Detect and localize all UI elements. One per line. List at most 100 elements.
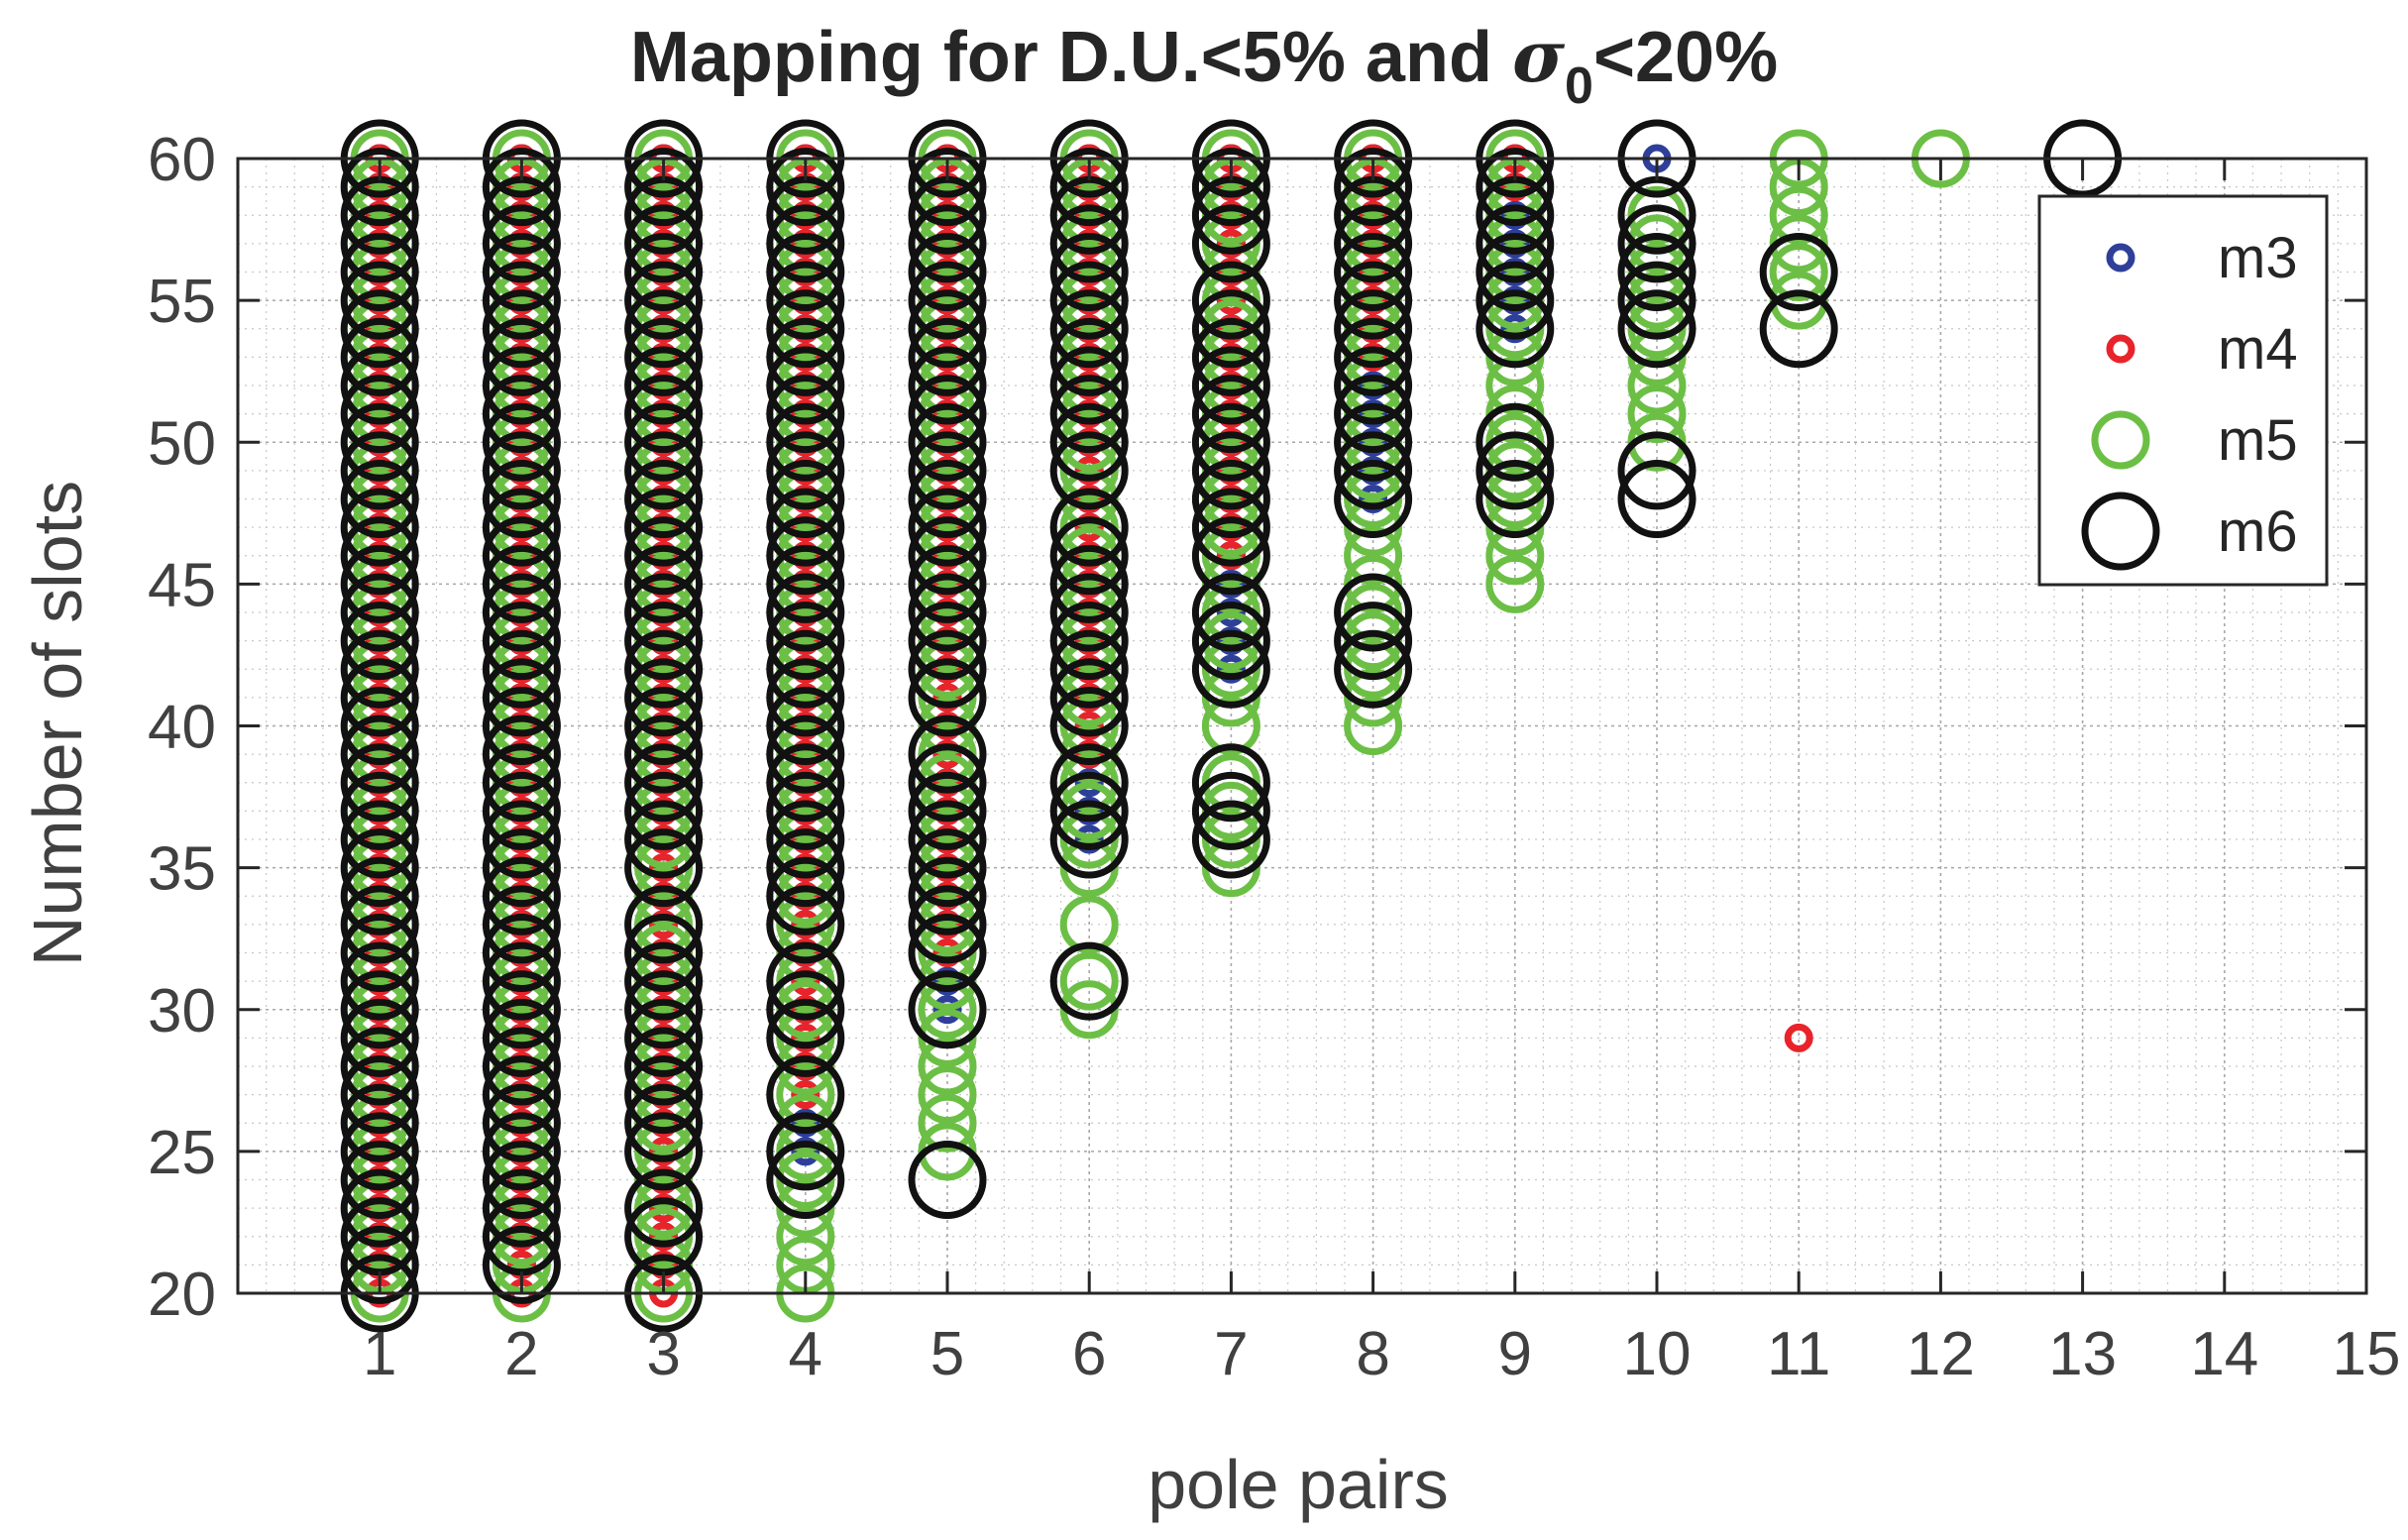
x-tick-label: 8 bbox=[1356, 1320, 1389, 1388]
data-point-m6 bbox=[766, 856, 845, 935]
data-point-m4 bbox=[791, 1051, 821, 1081]
data-point-m6 bbox=[482, 544, 561, 623]
data-point-m6 bbox=[340, 375, 419, 454]
data-point-m4 bbox=[365, 1051, 394, 1081]
data-point-m4 bbox=[649, 569, 679, 599]
y-axis-title: Number of slots bbox=[19, 481, 96, 966]
data-point-m6 bbox=[624, 573, 704, 652]
data-point-m6 bbox=[1049, 317, 1129, 396]
data-point-m6 bbox=[1617, 460, 1697, 538]
data-point-m6 bbox=[908, 488, 987, 567]
data-point-m4 bbox=[932, 258, 962, 286]
data-point-m4 bbox=[932, 938, 962, 967]
data-point-m4 bbox=[506, 285, 536, 315]
data-point-m4 bbox=[365, 1193, 394, 1223]
data-point-m4 bbox=[506, 456, 536, 486]
data-point-m6 bbox=[1191, 317, 1270, 396]
data-point-m6 bbox=[482, 885, 561, 964]
data-point-m6 bbox=[1191, 771, 1270, 850]
data-point-m6 bbox=[624, 346, 704, 425]
data-point-m4 bbox=[649, 1137, 679, 1166]
legend-item-m4: m4 bbox=[2106, 317, 2298, 382]
data-point-m4 bbox=[649, 768, 679, 798]
data-point-m4 bbox=[649, 938, 679, 967]
data-point-m6 bbox=[908, 885, 987, 964]
data-point-m6 bbox=[624, 629, 704, 709]
chart-title-symbol: σ bbox=[1512, 14, 1566, 98]
data-point-m4 bbox=[1074, 541, 1104, 571]
data-point-m4 bbox=[791, 314, 821, 344]
data-point-m6 bbox=[908, 233, 987, 311]
data-point-m4 bbox=[649, 541, 679, 571]
data-point-m6 bbox=[624, 261, 704, 340]
data-point-m6 bbox=[624, 687, 704, 765]
data-point-m3 bbox=[1074, 825, 1104, 854]
data-point-m4 bbox=[932, 342, 962, 372]
data-point-m6 bbox=[908, 856, 987, 935]
data-point-m6 bbox=[1049, 346, 1129, 425]
data-point-m6 bbox=[1049, 573, 1129, 652]
data-point-m6 bbox=[624, 204, 704, 283]
data-point-m4 bbox=[506, 1137, 536, 1166]
data-point-m3 bbox=[1500, 314, 1530, 344]
data-point-m4 bbox=[791, 768, 821, 798]
data-point-m6 bbox=[766, 544, 845, 623]
data-point-m4 bbox=[932, 314, 962, 344]
data-point-m6 bbox=[766, 658, 845, 737]
data-point-m6 bbox=[766, 970, 845, 1049]
data-point-m3 bbox=[791, 1137, 821, 1166]
data-point-m6 bbox=[766, 573, 845, 652]
data-point-m6 bbox=[482, 629, 561, 709]
data-point-m4 bbox=[365, 1165, 394, 1194]
data-point-m4 bbox=[649, 881, 679, 911]
data-point-m5 bbox=[776, 1207, 835, 1266]
data-point-m3 bbox=[1500, 229, 1530, 259]
data-point-m6 bbox=[908, 289, 987, 369]
data-point-m4 bbox=[649, 598, 679, 627]
chart-title-prefix: Mapping for D.U.<5% and bbox=[630, 18, 1512, 97]
data-point-m6 bbox=[340, 346, 419, 425]
data-point-m4 bbox=[932, 683, 962, 713]
data-point-m6 bbox=[908, 1141, 987, 1219]
data-point-m5 bbox=[1059, 895, 1119, 954]
data-point-m6 bbox=[1191, 261, 1270, 340]
legend: m3 m4 m5 m6 bbox=[2037, 194, 2329, 587]
data-point-m6 bbox=[1049, 233, 1129, 311]
data-point-m6 bbox=[624, 402, 704, 482]
data-point-m6 bbox=[1191, 743, 1270, 823]
data-point-m4 bbox=[1216, 229, 1246, 259]
data-point-m4 bbox=[506, 825, 536, 854]
data-point-m4 bbox=[1216, 314, 1246, 344]
data-point-m4 bbox=[365, 626, 394, 656]
data-point-m6 bbox=[1334, 402, 1413, 482]
data-point-m6 bbox=[1759, 233, 1838, 311]
data-point-m4 bbox=[649, 654, 679, 684]
data-point-m5 bbox=[1485, 526, 1545, 586]
data-point-m6 bbox=[1191, 460, 1270, 538]
data-point-m6 bbox=[766, 828, 845, 908]
data-point-m6 bbox=[340, 402, 419, 482]
data-point-m6 bbox=[908, 375, 987, 454]
data-point-m6 bbox=[624, 970, 704, 1049]
data-point-m6 bbox=[766, 261, 845, 340]
data-point-m6 bbox=[1049, 941, 1129, 1021]
data-point-m4 bbox=[649, 485, 679, 513]
data-point-m4 bbox=[791, 427, 821, 457]
data-point-m6 bbox=[908, 346, 987, 425]
data-point-m3 bbox=[1074, 768, 1104, 798]
data-point-m4 bbox=[365, 399, 394, 429]
data-point-m4 bbox=[506, 796, 536, 825]
data-point-m4 bbox=[932, 598, 962, 627]
data-point-m4 bbox=[365, 427, 394, 457]
data-point-m4 bbox=[506, 1080, 536, 1110]
series-m6 bbox=[340, 119, 2123, 1333]
data-point-m6 bbox=[482, 1055, 561, 1135]
data-point-m6 bbox=[1476, 460, 1555, 538]
data-point-m4 bbox=[506, 598, 536, 627]
data-point-m5 bbox=[1485, 356, 1545, 415]
data-point-m6 bbox=[1617, 431, 1697, 510]
data-point-m3 bbox=[1500, 258, 1530, 286]
data-point-m6 bbox=[766, 317, 845, 396]
data-point-m6 bbox=[624, 658, 704, 737]
